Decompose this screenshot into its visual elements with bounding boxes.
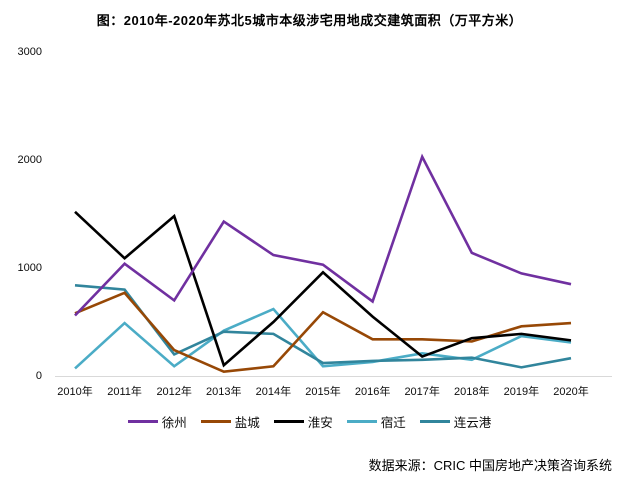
legend-label: 淮安	[307, 415, 333, 430]
series-line-淮安	[74, 210, 572, 368]
legend-item-淮安: 淮安	[273, 412, 333, 431]
x-axis-tick: 2019年	[503, 386, 540, 398]
legend-item-宿迁: 宿迁	[346, 412, 406, 431]
y-axis-tick: 2000	[17, 154, 42, 166]
chart-legend: 徐州 盐城 淮安 宿迁 连云港	[0, 412, 619, 430]
x-axis-tick: 2014年	[255, 386, 292, 398]
legend-swatch-icon	[200, 419, 231, 423]
x-axis-tick: 2011年	[107, 386, 142, 398]
x-axis-tick: 2012年	[156, 386, 192, 398]
x-axis-tick: 2013年	[206, 386, 242, 398]
legend-label: 连云港	[453, 415, 492, 430]
y-axis-tick: 0	[35, 370, 42, 382]
legend-swatch-icon	[346, 419, 377, 423]
series-line-徐州	[74, 153, 572, 317]
series-line-盐城	[74, 291, 572, 374]
legend-label: 盐城	[234, 415, 260, 430]
y-axis-tick: 1000	[17, 262, 42, 274]
x-axis-tick: 2018年	[454, 386, 490, 398]
legend-item-盐城: 盐城	[200, 412, 260, 431]
y-axis-tick: 3000	[17, 46, 42, 58]
series-line-宿迁	[74, 307, 572, 370]
legend-label: 宿迁	[380, 415, 406, 430]
legend-swatch-icon	[273, 419, 304, 423]
chart-title: 图：2010年-2020年苏北5城市本级涉宅用地成交建筑面积（万平方米）	[96, 13, 523, 28]
x-axis-tick: 2017年	[404, 386, 440, 398]
series-line-连云港	[74, 283, 572, 369]
legend-swatch-icon	[127, 419, 158, 423]
x-axis-tick: 2015年	[305, 386, 341, 398]
legend-item-连云港: 连云港	[419, 412, 492, 431]
x-axis-tick: 2016年	[354, 386, 391, 398]
x-axis-tick: 2020年	[553, 386, 589, 398]
legend-swatch-icon	[419, 419, 450, 423]
legend-item-徐州: 徐州	[127, 412, 187, 431]
x-axis-tick: 2010年	[57, 386, 93, 398]
legend-label: 徐州	[161, 415, 187, 430]
data-source-note: 数据来源：CRIC 中国房地产决策咨询系统	[368, 458, 612, 473]
